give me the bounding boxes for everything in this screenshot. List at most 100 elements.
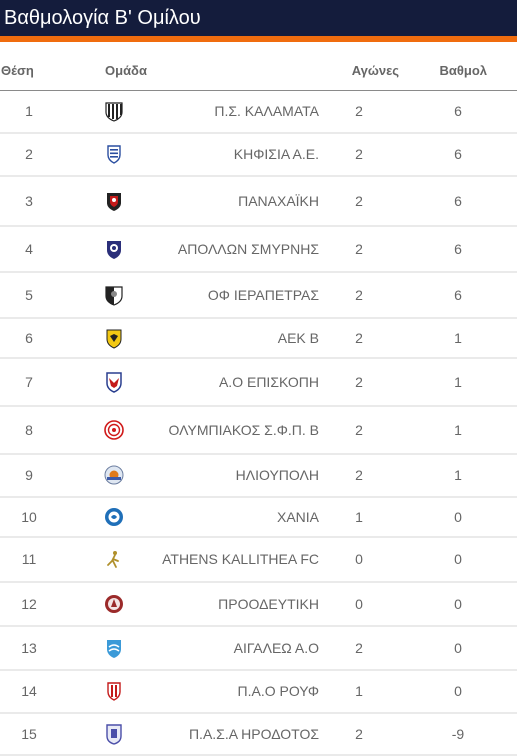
points-cell: 1 <box>399 405 517 455</box>
red-black-shield-crest-icon <box>103 190 121 212</box>
team-name-link[interactable]: ΑΕΚ Β <box>108 317 319 359</box>
team-logo[interactable] <box>58 581 123 627</box>
table-row[interactable]: 15 Π.Α.Σ.Α ΗΡΟΔΟΤΟΣ 2 -9 <box>0 712 517 756</box>
played-cell: 2 <box>319 712 399 756</box>
team-logo[interactable] <box>58 453 124 498</box>
table-row[interactable]: 1 Π.Σ. ΚΑΛΑΜΑΤΑ 2 6 <box>0 90 517 134</box>
played-cell: 2 <box>319 453 399 498</box>
lightblue-shield-crest-icon <box>103 637 121 659</box>
team-name-link[interactable]: ΠΡΟΟΔΕΥΤΙΚΗ <box>108 581 319 627</box>
position-cell: 13 <box>0 625 58 671</box>
table-header-row: Θέση Ομάδα Αγώνες Βαθμολ <box>0 50 517 91</box>
played-cell: 2 <box>319 317 399 359</box>
stripes-crest-icon <box>103 100 123 122</box>
team-name-link[interactable]: ΗΛΙΟΥΠΟΛΗ <box>108 453 319 498</box>
red-white-stripes-crest-icon <box>103 680 121 702</box>
team-name-link[interactable]: Π.Α.Σ.Α ΗΡΟΔΟΤΟΣ <box>108 712 319 756</box>
team-name-link[interactable]: ΧΑΝΙΑ <box>108 496 319 538</box>
table-row[interactable]: 14 Π.Α.Ο ΡΟΥΦ 1 0 <box>0 669 517 714</box>
blue-purple-crest-icon <box>103 723 122 745</box>
points-cell: 0 <box>399 496 517 538</box>
played-cell: 2 <box>319 357 399 407</box>
team-logo[interactable] <box>58 405 124 455</box>
column-header-position[interactable]: Θέση <box>0 50 58 91</box>
position-cell: 4 <box>0 225 58 273</box>
points-cell: 6 <box>399 90 517 134</box>
played-cell: 2 <box>319 625 399 671</box>
team-logo[interactable] <box>58 317 122 359</box>
points-cell: 1 <box>399 453 517 498</box>
table-row[interactable]: 7 Α.Ο ΕΠΙΣΚΟΠΗ 2 1 <box>0 357 517 407</box>
position-cell: 7 <box>0 357 58 407</box>
played-cell: 1 <box>319 669 399 714</box>
points-cell: 1 <box>399 317 517 359</box>
points-cell: 0 <box>399 581 517 627</box>
position-cell: 1 <box>0 90 58 134</box>
team-logo[interactable] <box>58 225 121 273</box>
points-cell: 6 <box>399 132 517 177</box>
accent-divider <box>0 36 517 42</box>
blue-round-crest-icon <box>103 506 123 528</box>
team-logo[interactable] <box>58 625 121 671</box>
table-row[interactable]: 3 ΠΑΝΑΧΑΪΚΗ 2 6 <box>0 175 517 227</box>
team-name-link[interactable]: ΑΙΓΑΛΕΩ Α.Ο <box>108 625 319 671</box>
played-cell: 0 <box>319 581 399 627</box>
table-row[interactable]: 5 ΟΦ ΙΕΡΑΠΕΤΡΑΣ 2 6 <box>0 271 517 319</box>
team-logo[interactable] <box>58 90 123 134</box>
table-row[interactable]: 9 ΗΛΙΟΥΠΟΛΗ 2 1 <box>0 453 517 498</box>
team-logo[interactable] <box>58 357 122 407</box>
position-cell: 2 <box>0 132 58 177</box>
position-cell: 8 <box>0 405 58 455</box>
team-logo[interactable] <box>58 496 123 538</box>
blue-shield-crest-icon <box>103 143 121 165</box>
team-logo[interactable] <box>58 271 123 319</box>
position-cell: 9 <box>0 453 58 498</box>
table-row[interactable]: 10 ΧΑΝΙΑ 1 0 <box>0 496 517 538</box>
team-name-link[interactable]: ΑΠΟΛΛΩΝ ΣΜΥΡΝΗΣ <box>108 225 319 273</box>
team-name-link[interactable]: ATHENS KALLITHEA FC <box>108 536 319 583</box>
team-logo[interactable] <box>58 712 122 756</box>
played-cell: 2 <box>319 90 399 134</box>
team-logo[interactable] <box>58 175 121 227</box>
gold-figure-crest-icon <box>103 548 119 570</box>
team-name-link[interactable]: ΠΑΝΑΧΑΪΚΗ <box>108 175 319 227</box>
team-logo[interactable] <box>58 669 121 714</box>
column-header-played[interactable]: Αγώνες <box>319 50 399 91</box>
maroon-round-crest-icon <box>103 593 123 615</box>
played-cell: 2 <box>319 225 399 273</box>
sun-crest-icon <box>103 464 124 486</box>
played-cell: 2 <box>319 271 399 319</box>
standings-table: Θέση Ομάδα Αγώνες Βαθμολ 1 Π.Σ. ΚΑΛΑΜΑΤΑ 2… <box>0 50 517 756</box>
team-name-link[interactable]: Α.Ο ΕΠΙΣΚΟΠΗ <box>108 357 319 407</box>
team-name-link[interactable]: ΚΗΦΙΣΙΑ Α.Ε. <box>108 132 319 177</box>
position-cell: 14 <box>0 669 58 714</box>
points-cell: 0 <box>399 669 517 714</box>
team-name-link[interactable]: Π.Α.Ο ΡΟΥΦ <box>108 669 319 714</box>
played-cell: 2 <box>319 132 399 177</box>
points-cell: 6 <box>399 225 517 273</box>
table-row[interactable]: 13 ΑΙΓΑΛΕΩ Α.Ο 2 0 <box>0 625 517 671</box>
points-cell: 0 <box>399 625 517 671</box>
yellow-eagle-crest-icon <box>103 327 122 349</box>
team-name-link[interactable]: ΟΛΥΜΠΙΑΚΟΣ Σ.Φ.Π. Β <box>108 405 319 455</box>
column-header-team[interactable]: Ομάδα <box>58 50 319 91</box>
position-cell: 10 <box>0 496 58 538</box>
page-title: Βαθμολογία Β' Ομίλου <box>0 0 517 36</box>
points-cell: 6 <box>399 175 517 227</box>
red-laurel-crest-icon <box>103 419 124 441</box>
played-cell: 1 <box>319 496 399 538</box>
team-name-link[interactable]: ΟΦ ΙΕΡΑΠΕΤΡΑΣ <box>108 271 319 319</box>
points-cell: -9 <box>399 712 517 756</box>
column-header-points[interactable]: Βαθμολ <box>399 50 517 91</box>
table-row[interactable]: 11 ATHENS KALLITHEA FC 0 0 <box>0 536 517 583</box>
table-row[interactable]: 2 ΚΗΦΙΣΙΑ Α.Ε. 2 6 <box>0 132 517 177</box>
played-cell: 0 <box>319 536 399 583</box>
table-row[interactable]: 12 ΠΡΟΟΔΕΥΤΙΚΗ 0 0 <box>0 581 517 627</box>
points-cell: 0 <box>399 536 517 583</box>
team-logo[interactable] <box>58 132 121 177</box>
team-name-link[interactable]: Π.Σ. ΚΑΛΑΜΑΤΑ <box>108 90 319 134</box>
table-row[interactable]: 4 ΑΠΟΛΛΩΝ ΣΜΥΡΝΗΣ 2 6 <box>0 225 517 273</box>
team-logo[interactable] <box>58 536 119 583</box>
